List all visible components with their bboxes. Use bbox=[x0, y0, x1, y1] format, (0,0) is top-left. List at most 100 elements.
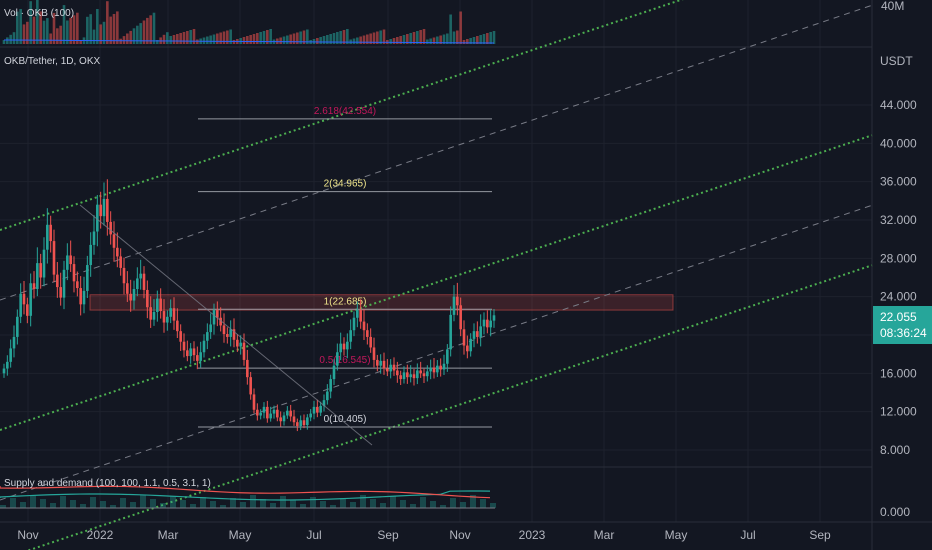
indicator-bar bbox=[150, 499, 156, 508]
candle-body bbox=[419, 370, 422, 374]
grid bbox=[0, 0, 872, 522]
volume-bar bbox=[79, 40, 82, 44]
candle-body bbox=[246, 359, 249, 378]
volume-bar bbox=[219, 32, 222, 44]
candle-body bbox=[62, 269, 66, 298]
x-tick-label: 2022 bbox=[87, 528, 114, 542]
parallel-channel[interactable] bbox=[0, 0, 873, 550]
resistance-zone[interactable] bbox=[89, 294, 674, 311]
time-axis[interactable]: Nov 2022 Mar May Jul Sep Nov 2023 Mar May Jul Sep bbox=[17, 528, 831, 542]
candle-body bbox=[12, 336, 16, 349]
volume-bar bbox=[356, 37, 359, 44]
candle-body bbox=[226, 334, 229, 337]
volume-bar bbox=[359, 36, 362, 44]
volume-bar bbox=[302, 30, 306, 44]
candles bbox=[2, 179, 496, 432]
volume-bar bbox=[119, 38, 122, 44]
indicator-bar bbox=[350, 502, 356, 508]
candle-body bbox=[316, 406, 319, 413]
candle-body bbox=[96, 204, 99, 232]
indicator-line-red bbox=[0, 485, 491, 499]
candle-body bbox=[336, 352, 339, 366]
indicator-bar bbox=[10, 498, 16, 508]
candle-body bbox=[346, 341, 349, 350]
candle-body bbox=[56, 274, 59, 288]
indicator-bar bbox=[390, 496, 396, 508]
candle-body bbox=[349, 330, 352, 342]
volume-ma-line bbox=[3, 39, 495, 44]
x-tick-label: 2023 bbox=[519, 528, 546, 542]
indicator-line-green bbox=[0, 490, 491, 501]
y-tick-label: 28.000 bbox=[880, 251, 917, 265]
fib-level-label: 2(34.965) bbox=[324, 179, 367, 190]
candle-body bbox=[292, 416, 296, 423]
candle-body bbox=[26, 304, 29, 316]
indicator-bar bbox=[450, 498, 456, 508]
x-tick-label: Nov bbox=[449, 528, 470, 542]
volume-bar bbox=[492, 31, 496, 44]
indicator-bar bbox=[0, 505, 6, 508]
indicator-bar bbox=[490, 503, 496, 508]
candle-body bbox=[176, 320, 179, 332]
volume-bar bbox=[489, 32, 492, 44]
indicator-bar bbox=[170, 496, 176, 508]
volume-bar bbox=[116, 11, 119, 44]
indicator-bar bbox=[430, 501, 436, 508]
volume-bar bbox=[479, 35, 482, 44]
candle-body bbox=[442, 363, 446, 370]
candle-body bbox=[472, 331, 476, 339]
x-tick-label: Jul bbox=[306, 528, 321, 542]
x-tick-label: Sep bbox=[809, 528, 831, 542]
volume-bar bbox=[222, 31, 226, 44]
indicator-bar bbox=[180, 500, 186, 508]
indicator-bar bbox=[470, 495, 476, 508]
volume-bar bbox=[242, 37, 246, 44]
trend-line[interactable] bbox=[79, 204, 373, 446]
candle-body bbox=[149, 307, 152, 320]
volume-bar bbox=[59, 25, 62, 44]
candle-body bbox=[112, 234, 116, 248]
indicator-bar bbox=[30, 495, 36, 508]
volume-bar bbox=[136, 25, 139, 44]
volume-bar bbox=[439, 35, 442, 44]
indicator-bar bbox=[270, 503, 276, 508]
indicator-legend[interactable]: Supply and demand (100, 100, 1.1, 0.5, 3… bbox=[4, 478, 211, 489]
candle-body bbox=[239, 342, 242, 347]
candle-body bbox=[52, 241, 56, 275]
candle-body bbox=[179, 331, 182, 342]
volume-bar bbox=[209, 35, 212, 44]
volume-legend[interactable]: Vol · OKB (100) bbox=[4, 8, 75, 19]
candle-body bbox=[432, 367, 436, 373]
candle-body bbox=[189, 348, 192, 357]
indicator-bar bbox=[400, 500, 406, 508]
volume-bar bbox=[166, 32, 169, 44]
candle-body bbox=[486, 319, 489, 328]
candle-body bbox=[416, 370, 419, 379]
candle-body bbox=[36, 263, 39, 289]
indicator-bar bbox=[380, 503, 386, 508]
candle-body bbox=[482, 319, 486, 327]
volume-bar bbox=[436, 36, 439, 44]
candle-body bbox=[242, 342, 246, 360]
volume-bar bbox=[282, 36, 286, 44]
indicator-bar bbox=[460, 502, 466, 508]
volume-bar bbox=[389, 39, 392, 44]
candle-body bbox=[152, 312, 156, 320]
candle-body bbox=[299, 420, 302, 427]
y-tick-label: 32.000 bbox=[880, 213, 917, 227]
volume-bar bbox=[216, 33, 219, 44]
volume-bar bbox=[286, 35, 289, 44]
candle-body bbox=[72, 264, 76, 282]
volume-bar bbox=[69, 17, 72, 44]
volume-bar bbox=[379, 30, 382, 44]
volume-bar bbox=[12, 32, 16, 44]
symbol-title[interactable]: OKB/Tether, 1D, OKX bbox=[4, 56, 101, 67]
candle-body bbox=[92, 231, 96, 245]
volume-bar bbox=[32, 16, 36, 44]
candle-body bbox=[389, 364, 392, 372]
candle-body bbox=[82, 290, 86, 305]
volume-bar bbox=[152, 12, 156, 44]
indicator-bar bbox=[120, 498, 126, 508]
y-tick-label: 40.000 bbox=[880, 136, 917, 150]
